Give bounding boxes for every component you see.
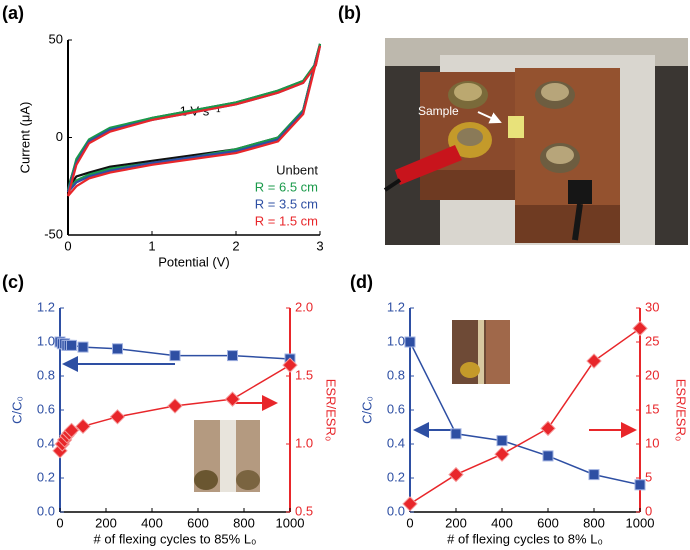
marker xyxy=(494,446,510,462)
marker xyxy=(404,336,416,348)
marker xyxy=(542,450,554,462)
y-tick-label: 0.2 xyxy=(387,469,405,484)
x-tick-label: 800 xyxy=(233,515,255,530)
y-tick-label: 0.0 xyxy=(387,503,405,518)
marker xyxy=(450,428,462,440)
y-tick-label: 0.0 xyxy=(37,503,55,518)
marker xyxy=(402,496,418,512)
y-tick-label: 0.8 xyxy=(387,367,405,382)
marker xyxy=(634,479,646,491)
marker xyxy=(63,422,80,439)
legend-entry: R = 6.5 cm xyxy=(255,179,318,194)
marker xyxy=(109,409,126,425)
marker xyxy=(282,357,298,373)
inset-photo xyxy=(452,320,510,384)
marker xyxy=(224,391,241,407)
series-line xyxy=(66,43,322,191)
y-tick-label: 0.4 xyxy=(37,435,55,450)
y-tick-label: 1.2 xyxy=(37,299,55,314)
y2-tick-label: 25 xyxy=(645,333,659,348)
y-tick-label: 0.8 xyxy=(37,367,55,382)
y2-tick-label: 1.5 xyxy=(295,367,313,382)
y2-tick-label: 20 xyxy=(645,367,659,382)
y-tick-label: 1.0 xyxy=(387,333,405,348)
y-tick-label: 0.6 xyxy=(37,401,55,416)
x-tick-label: 400 xyxy=(491,515,513,530)
marker xyxy=(632,320,648,337)
photo-annotation: Sample xyxy=(418,104,459,118)
x-tick-label: 0 xyxy=(64,238,71,253)
legend-entry: Unbent xyxy=(276,162,318,177)
x-tick-label: 400 xyxy=(141,515,163,530)
series-line xyxy=(66,45,322,197)
marker xyxy=(169,350,181,362)
y2-axis-label: ESR/ESR₀ xyxy=(674,379,689,441)
panel-label: (c) xyxy=(2,272,24,292)
x-axis-label: # of flexing cycles to 85% L₀ xyxy=(94,531,257,546)
x-tick-label: 600 xyxy=(187,515,209,530)
marker xyxy=(586,353,602,369)
photo xyxy=(383,38,688,245)
y-tick-label: 1.0 xyxy=(37,333,55,348)
x-tick-label: 0 xyxy=(56,515,63,530)
panel-label: (a) xyxy=(2,3,24,23)
y-axis-label: Current (μA) xyxy=(17,102,32,174)
x-tick-label: 200 xyxy=(95,515,117,530)
y-tick-label: 0.4 xyxy=(387,435,405,450)
panel-label: (b) xyxy=(338,3,361,23)
marker xyxy=(540,420,556,437)
y2-tick-label: 0 xyxy=(645,503,652,518)
x-tick-label: 2 xyxy=(232,238,239,253)
y-tick-label: 0.2 xyxy=(37,469,55,484)
y-axis-label: C/C₀ xyxy=(359,396,374,424)
y2-tick-label: 2.0 xyxy=(295,299,313,314)
y-tick-label: 50 xyxy=(49,31,63,46)
y2-tick-label: 15 xyxy=(645,401,659,416)
y2-tick-label: 10 xyxy=(645,435,659,450)
x-tick-label: 1000 xyxy=(276,515,305,530)
y2-tick-label: 30 xyxy=(645,299,659,314)
x-axis-label: Potential (V) xyxy=(158,254,230,269)
marker xyxy=(66,339,77,351)
legend-entry: R = 3.5 cm xyxy=(255,196,318,211)
y-tick-label: -50 xyxy=(44,226,63,241)
y2-tick-label: 5 xyxy=(645,469,652,484)
x-axis-label: # of flexing cycles to 8% L₀ xyxy=(447,531,603,546)
marker xyxy=(167,398,183,414)
marker xyxy=(227,350,238,362)
x-tick-label: 800 xyxy=(583,515,605,530)
x-tick-label: 1 xyxy=(148,238,155,253)
marker xyxy=(75,418,91,435)
series-line xyxy=(409,341,641,486)
marker xyxy=(77,341,89,353)
y-tick-label: 0.6 xyxy=(387,401,405,416)
y2-tick-label: 1.0 xyxy=(295,435,313,450)
marker xyxy=(496,435,508,447)
y2-tick-label: 0.5 xyxy=(295,503,313,518)
inset-photo xyxy=(194,420,260,492)
x-tick-label: 600 xyxy=(537,515,559,530)
y2-axis-label: ESR/ESR₀ xyxy=(324,379,339,441)
x-tick-label: 200 xyxy=(445,515,467,530)
series-line xyxy=(409,327,641,505)
y-axis-label: C/C₀ xyxy=(9,396,24,424)
x-tick-label: 3 xyxy=(316,238,323,253)
legend-entry: R = 1.5 cm xyxy=(255,213,318,228)
marker xyxy=(588,469,600,481)
y-tick-label: 1.2 xyxy=(387,299,405,314)
x-tick-label: 1000 xyxy=(626,515,655,530)
marker xyxy=(448,466,464,483)
panel-label: (d) xyxy=(350,272,373,292)
y-tick-label: 0 xyxy=(56,129,63,144)
marker xyxy=(112,343,123,355)
x-tick-label: 0 xyxy=(406,515,413,530)
